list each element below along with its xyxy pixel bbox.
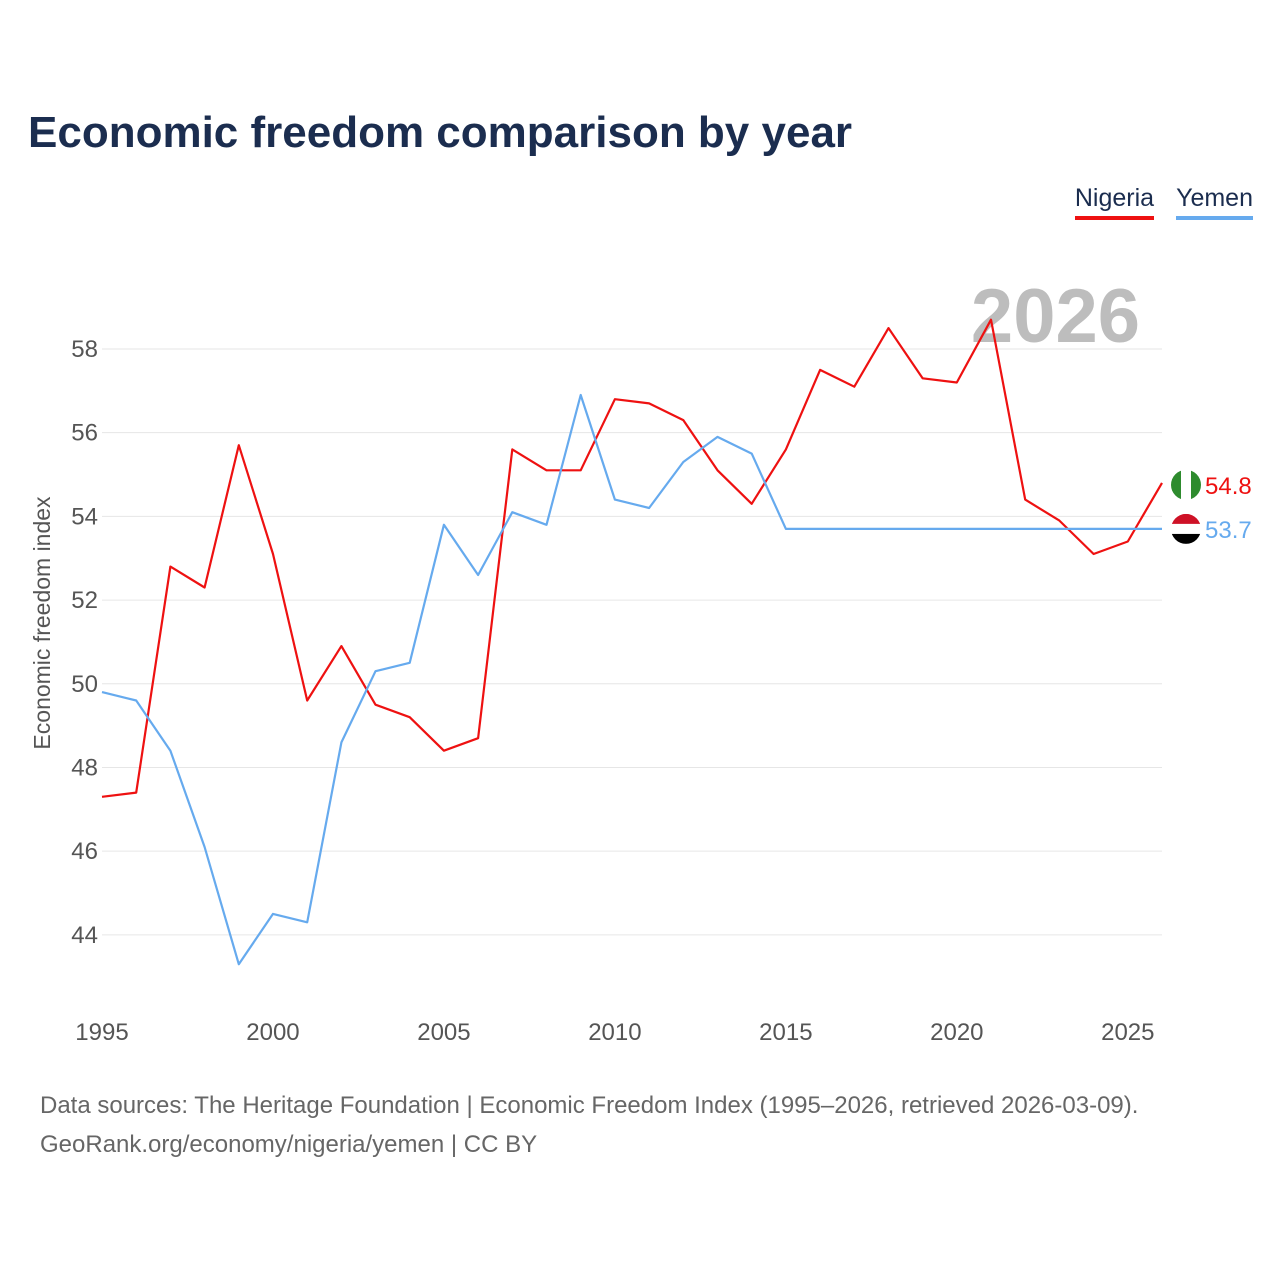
y-axis-label: Economic freedom index <box>29 496 55 750</box>
chart-title: Economic freedom comparison by year <box>28 108 853 157</box>
line-chart: 2026 44 46 48 50 52 54 56 58 1995 2000 2005 2010 20… <box>29 274 1252 1046</box>
series-line-yemen <box>101 393 1162 966</box>
grid-lines <box>102 348 1162 936</box>
y-tick-label: 52 <box>71 587 98 614</box>
x-axis: 1995 2000 2005 2010 2015 2020 2025 <box>75 1019 1154 1046</box>
nigeria-flag-icon <box>1171 469 1201 500</box>
y-tick-label: 54 <box>71 503 98 530</box>
series-lines <box>101 318 1163 966</box>
legend-item-nigeria[interactable]: Nigeria <box>1074 184 1155 220</box>
x-tick-label: 2020 <box>930 1019 983 1046</box>
y-tick-label: 58 <box>71 336 98 363</box>
y-tick-label: 56 <box>71 420 98 447</box>
y-tick-label: 46 <box>71 838 98 865</box>
yemen-flag-icon <box>1171 513 1201 544</box>
footer: Data sources: The Heritage Foundation | … <box>40 1086 1138 1164</box>
legend-item-yemen[interactable]: Yemen <box>1176 184 1253 220</box>
source-text: Data sources: The Heritage Foundation | … <box>40 1092 1139 1119</box>
source-link[interactable]: GeoRank.org/economy/nigeria/yemen | CC B… <box>40 1131 538 1158</box>
y-axis: 44 46 48 50 52 54 56 58 <box>71 336 98 949</box>
current-year-watermark: 2026 <box>971 274 1140 359</box>
end-value-label-yemen: 53.7 <box>1205 517 1252 544</box>
series-line-nigeria <box>101 318 1163 798</box>
x-tick-label: 2005 <box>417 1019 470 1046</box>
y-tick-label: 44 <box>71 922 98 949</box>
x-tick-label: 2000 <box>246 1019 299 1046</box>
x-tick-label: 2015 <box>759 1019 812 1046</box>
x-tick-label: 2025 <box>1101 1019 1154 1046</box>
y-tick-label: 48 <box>71 754 98 781</box>
x-tick-label: 1995 <box>75 1019 128 1046</box>
x-tick-label: 2010 <box>588 1019 641 1046</box>
end-value-label-nigeria: 54.8 <box>1205 473 1252 500</box>
end-markers: 54.8 53.7 <box>1171 469 1252 544</box>
legend: Nigeria Yemen <box>1074 184 1253 220</box>
y-tick-label: 50 <box>71 671 98 698</box>
